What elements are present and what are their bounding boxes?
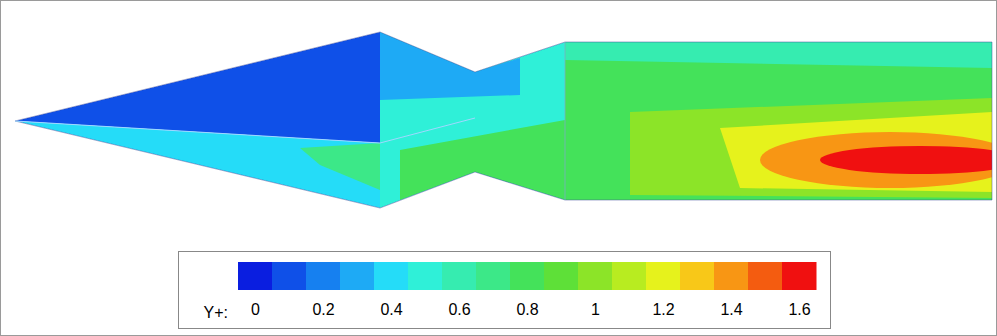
tick: 0.4 [380,290,402,318]
colorbar-swatch [340,262,375,290]
contour-region [300,143,380,190]
colorbar-swatch [612,262,647,290]
colorbar-swatch [238,262,273,290]
colorbar-axis: 0 0.2 0.4 0.6 0.8 1 1.2 1.4 1.6 [251,290,811,318]
colorbar-swatch [408,262,443,290]
ridge-line [15,118,475,143]
tick: 1.6 [788,290,810,318]
tick-label: 0.4 [380,301,402,318]
tick: 1.4 [720,290,742,318]
contour-region [565,42,992,68]
tick: 1.2 [652,290,674,318]
colorbar-box [179,252,831,329]
colorbar-swatch [510,262,545,290]
colorbar-swatch [578,262,613,290]
colorbar-swatch [646,262,681,290]
contour-region [380,32,565,208]
colorbar-swatch [442,262,477,290]
colorbar-swatch [782,262,817,290]
contour-region [380,32,520,100]
colorbar [238,262,817,290]
tick-label: 0.2 [312,301,334,318]
colorbar-swatch [306,262,341,290]
colorbar-swatch [544,262,579,290]
tick: 1 [591,290,600,318]
tick-label: 0 [251,301,260,318]
colorbar-swatch [476,262,511,290]
colorbar-swatch [272,262,307,290]
tick-label: 1 [591,301,600,318]
contour-region [820,146,997,174]
field [15,32,997,208]
colorbar-swatch [714,262,749,290]
colorbar-swatch [374,262,409,290]
cylinder-edge [565,42,566,200]
tick-label: 0.8 [516,301,538,318]
contour-region [400,120,565,200]
colorbar-swatch [748,262,783,290]
tick: 0.8 [516,290,538,318]
tick-label: 0.6 [448,301,470,318]
tick-label: 1.4 [720,301,742,318]
contour-region [760,132,997,188]
tick-label: 1.6 [788,301,810,318]
colorbar-swatch [680,262,715,290]
tick: 0.2 [312,290,334,318]
body-outline [15,32,992,208]
tick: 0.6 [448,290,470,318]
tick: 0 [251,290,260,318]
tick-label: 1.2 [652,301,674,318]
axis-line [256,290,800,291]
colorbar-title: Y+: [204,304,228,321]
